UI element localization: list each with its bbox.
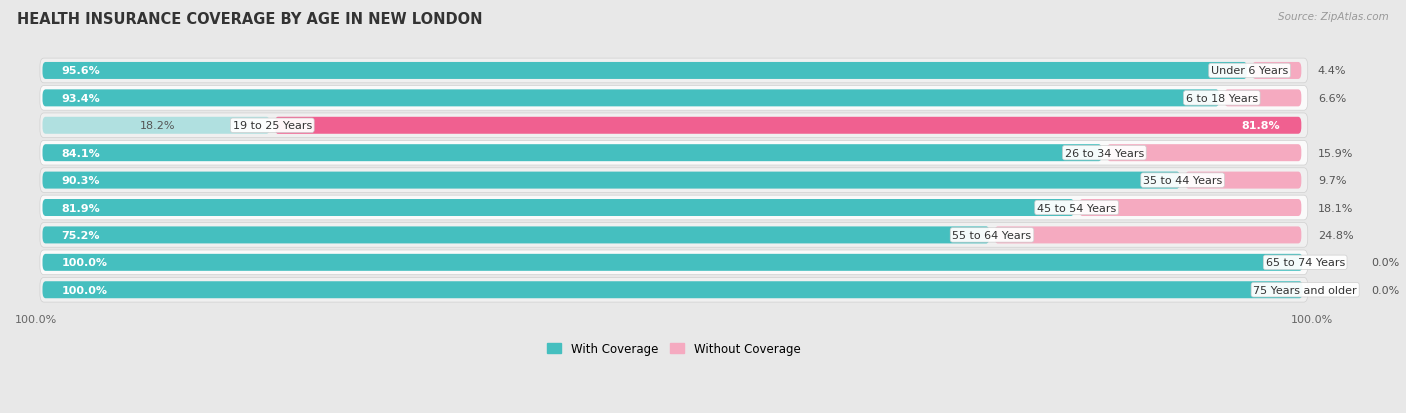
Text: HEALTH INSURANCE COVERAGE BY AGE IN NEW LONDON: HEALTH INSURANCE COVERAGE BY AGE IN NEW … — [17, 12, 482, 27]
Text: 0.0%: 0.0% — [1371, 285, 1400, 295]
FancyBboxPatch shape — [1225, 90, 1302, 107]
FancyBboxPatch shape — [39, 278, 1308, 302]
FancyBboxPatch shape — [39, 223, 1308, 248]
FancyBboxPatch shape — [39, 141, 1308, 166]
FancyBboxPatch shape — [42, 117, 270, 135]
FancyBboxPatch shape — [42, 63, 1247, 80]
Text: 6 to 18 Years: 6 to 18 Years — [1185, 94, 1258, 104]
Text: 6.6%: 6.6% — [1317, 94, 1346, 104]
FancyBboxPatch shape — [274, 117, 1302, 135]
FancyBboxPatch shape — [39, 59, 1308, 83]
Text: 84.1%: 84.1% — [62, 148, 100, 158]
FancyBboxPatch shape — [42, 282, 1302, 299]
Text: 100.0%: 100.0% — [62, 258, 108, 268]
Text: Under 6 Years: Under 6 Years — [1211, 66, 1288, 76]
FancyBboxPatch shape — [42, 90, 1219, 107]
Text: 18.2%: 18.2% — [139, 121, 176, 131]
FancyBboxPatch shape — [39, 196, 1308, 220]
Text: 100.0%: 100.0% — [62, 285, 108, 295]
Text: 95.6%: 95.6% — [62, 66, 100, 76]
FancyBboxPatch shape — [1185, 172, 1302, 189]
FancyBboxPatch shape — [39, 86, 1308, 111]
Text: 75 Years and older: 75 Years and older — [1253, 285, 1357, 295]
FancyBboxPatch shape — [1253, 63, 1302, 80]
Text: 9.7%: 9.7% — [1317, 176, 1347, 186]
Text: 93.4%: 93.4% — [62, 94, 100, 104]
Text: 19 to 25 Years: 19 to 25 Years — [232, 121, 312, 131]
Text: 90.3%: 90.3% — [62, 176, 100, 186]
FancyBboxPatch shape — [42, 145, 1102, 162]
Text: 35 to 44 Years: 35 to 44 Years — [1143, 176, 1222, 186]
Text: 4.4%: 4.4% — [1317, 66, 1347, 76]
Legend: With Coverage, Without Coverage: With Coverage, Without Coverage — [543, 337, 806, 360]
Text: Source: ZipAtlas.com: Source: ZipAtlas.com — [1278, 12, 1389, 22]
FancyBboxPatch shape — [42, 227, 990, 244]
FancyBboxPatch shape — [42, 172, 1180, 189]
FancyBboxPatch shape — [1107, 145, 1302, 162]
FancyBboxPatch shape — [39, 169, 1308, 193]
Text: 81.8%: 81.8% — [1241, 121, 1279, 131]
FancyBboxPatch shape — [42, 199, 1074, 216]
FancyBboxPatch shape — [39, 114, 1308, 138]
Text: 75.2%: 75.2% — [62, 230, 100, 240]
FancyBboxPatch shape — [42, 254, 1302, 271]
Text: 45 to 54 Years: 45 to 54 Years — [1038, 203, 1116, 213]
Text: 81.9%: 81.9% — [62, 203, 100, 213]
Text: 24.8%: 24.8% — [1317, 230, 1354, 240]
FancyBboxPatch shape — [994, 227, 1302, 244]
Text: 15.9%: 15.9% — [1317, 148, 1354, 158]
Text: 18.1%: 18.1% — [1317, 203, 1354, 213]
Text: 0.0%: 0.0% — [1371, 258, 1400, 268]
Text: 55 to 64 Years: 55 to 64 Years — [952, 230, 1032, 240]
Text: 26 to 34 Years: 26 to 34 Years — [1064, 148, 1144, 158]
FancyBboxPatch shape — [39, 250, 1308, 275]
FancyBboxPatch shape — [1080, 199, 1302, 216]
Text: 65 to 74 Years: 65 to 74 Years — [1265, 258, 1344, 268]
